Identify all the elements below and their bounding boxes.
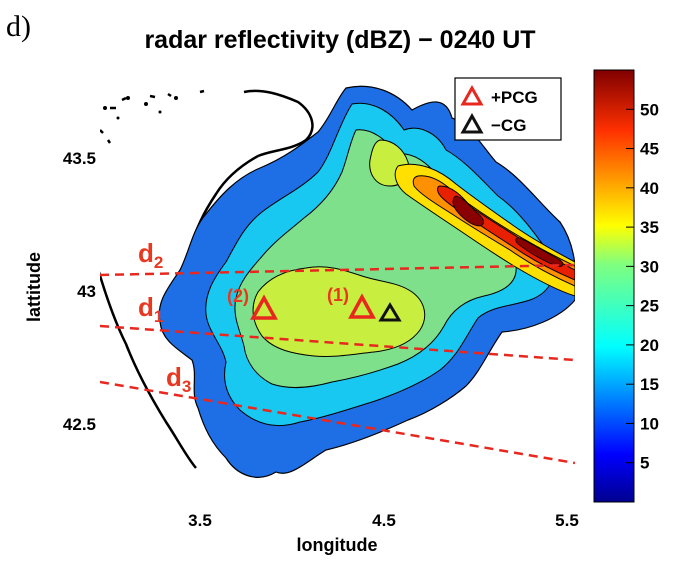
legend-pcg-label: +PCG (491, 88, 538, 107)
colorbar: 5 10 15 20 25 30 35 40 45 50 (593, 69, 659, 503)
reflectivity-yellow-green (252, 266, 426, 357)
pcg-marker-1 (348, 293, 376, 319)
y-tick-43: 43 (77, 282, 96, 301)
y-tick-43.5: 43.5 (63, 149, 96, 168)
x-axis-label: longitude (297, 535, 378, 555)
lightning-markers: (2) (1) (227, 285, 402, 322)
islands (103, 96, 178, 120)
colorbar-tick-label: 30 (640, 257, 659, 276)
legend: +PCG −CG (454, 77, 562, 141)
y-axis-label: lattitude (24, 252, 44, 322)
y-tick-42.5: 42.5 (63, 415, 96, 434)
label-d3: d3 (166, 362, 191, 396)
transect-d2 (100, 263, 575, 277)
colorbar-tick-label: 50 (640, 100, 659, 119)
colorbar-tick-label: 45 (640, 140, 659, 159)
x-tick-5.5: 5.5 (555, 511, 579, 530)
transect-d3 (100, 380, 575, 465)
pcg-label-1: (1) (327, 285, 349, 305)
legend-cg-label: −CG (491, 116, 526, 135)
transect-lines (100, 263, 575, 465)
colorbar-gradient (593, 69, 635, 503)
colorbar-tick-label: 25 (640, 297, 659, 316)
pcg-marker-2 (250, 294, 278, 320)
colorbar-tick-label: 40 (640, 179, 659, 198)
chart-title: radar reflectivity (dBZ) − 0240 UT (144, 26, 535, 54)
label-d1: d1 (138, 292, 163, 326)
colorbar-tick-label: 15 (640, 375, 659, 394)
transect-d1 (100, 324, 575, 362)
x-ticks: 3.5 4.5 5.5 (188, 511, 579, 530)
colorbar-tick-label: 35 (640, 218, 659, 237)
reflectivity-darkred (452, 195, 484, 227)
colorbar-tick-label: 10 (640, 414, 659, 433)
panel-label: d) (6, 10, 31, 43)
map-area (100, 85, 575, 478)
cg-marker (378, 302, 402, 322)
transect-labels: d2 d1 d3 (138, 238, 191, 396)
x-tick-4.5: 4.5 (372, 511, 396, 530)
legend-pcg-icon (460, 84, 484, 106)
colorbar-tick-label: 20 (640, 336, 659, 355)
x-tick-3.5: 3.5 (188, 511, 212, 530)
colorbar-ticks: 5 10 15 20 25 30 35 40 45 50 (626, 100, 659, 473)
y-ticks: 43.5 43 42.5 (63, 149, 96, 434)
legend-cg-icon (460, 112, 484, 134)
colorbar-tick-label: 5 (640, 454, 649, 473)
label-d2: d2 (138, 238, 163, 272)
pcg-label-2: (2) (227, 286, 249, 306)
